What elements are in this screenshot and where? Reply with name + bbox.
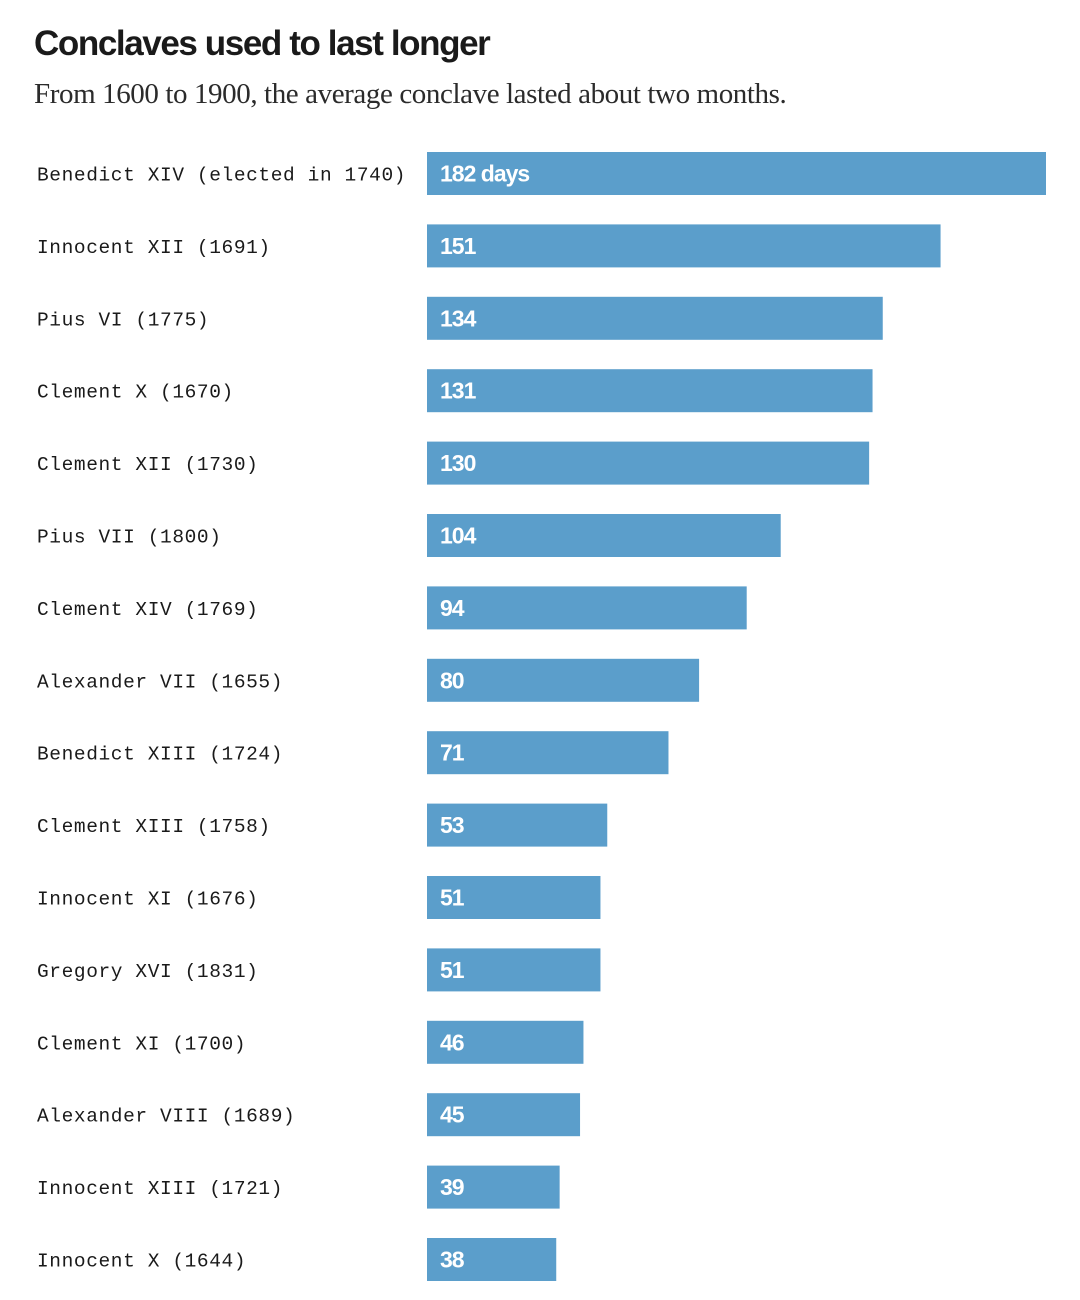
bar: [427, 1093, 581, 1137]
category-label: Clement X (1670): [37, 382, 234, 404]
bar: [427, 514, 781, 557]
bar-value-label: 151: [440, 233, 477, 259]
bar: [427, 296, 883, 340]
category-label: Clement XIII (1758): [37, 816, 271, 838]
category-label: Pius VI (1775): [37, 309, 209, 331]
chart-title: Conclaves used to last longer: [34, 24, 491, 63]
bar-value-label: 46: [440, 1029, 464, 1055]
bar-value-label: 134: [440, 305, 477, 331]
category-label: Alexander VIII (1689): [37, 1106, 295, 1128]
bar-value-label: 51: [440, 885, 465, 911]
category-label: Clement XII (1730): [37, 454, 258, 476]
bar: [427, 731, 669, 775]
bar-value-label: 38: [440, 1247, 465, 1273]
bar-value-label: 51: [440, 957, 465, 983]
bar: [427, 441, 870, 485]
category-label: Innocent XI (1676): [37, 889, 258, 911]
chart-subtitle: From 1600 to 1900, the average conclave …: [34, 78, 787, 110]
bar-value-label: 53: [440, 812, 464, 838]
bar-value-label: 182 days: [440, 161, 529, 187]
category-label: Benedict XIV (elected in 1740): [37, 165, 406, 187]
bar: [427, 1020, 584, 1064]
category-label: Clement XIV (1769): [37, 599, 258, 621]
category-label: Innocent XII (1691): [37, 237, 271, 259]
bar: [427, 876, 601, 919]
category-label: Clement XI (1700): [37, 1033, 246, 1055]
category-label: Pius VII (1800): [37, 527, 222, 549]
bar: [427, 1165, 560, 1209]
bar: [427, 803, 608, 847]
bar: [427, 152, 1046, 195]
bar: [427, 369, 873, 413]
bar: [427, 224, 941, 268]
category-label: Innocent XIII (1721): [37, 1178, 283, 1200]
bar: [427, 658, 700, 702]
bar: [427, 948, 601, 992]
bar: [427, 1238, 557, 1281]
bar-value-label: 104: [440, 523, 477, 549]
category-label: Alexander VII (1655): [37, 671, 283, 693]
category-label: Gregory XVI (1831): [37, 961, 258, 983]
bar: [427, 586, 747, 630]
bar-value-label: 71: [440, 740, 465, 766]
bar-value-label: 131: [440, 378, 477, 404]
bar-value-label: 94: [440, 595, 465, 621]
bar-value-label: 39: [440, 1174, 464, 1200]
bar-value-label: 45: [440, 1102, 465, 1128]
category-label: Benedict XIII (1724): [37, 744, 283, 766]
bar-value-label: 130: [440, 450, 476, 476]
bar-value-label: 80: [440, 667, 464, 693]
category-label: Innocent X (1644): [37, 1251, 246, 1273]
